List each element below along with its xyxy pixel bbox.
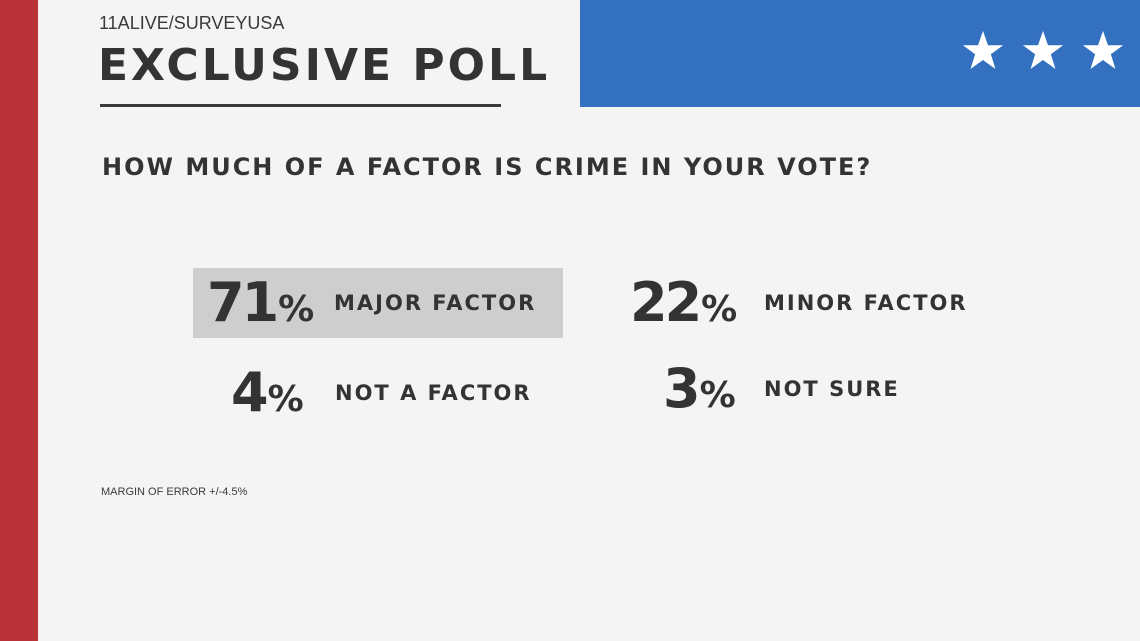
star-icon <box>1080 28 1126 74</box>
result-label: MAJOR FACTOR <box>334 291 537 315</box>
result-value: 71 <box>207 271 279 334</box>
percent-sign: % <box>701 289 738 330</box>
result-percentage: 22% <box>630 268 737 351</box>
result-value: 3 <box>663 357 701 420</box>
result-not-sure: 3% NOT SURE <box>630 354 1030 424</box>
flag-banner <box>580 0 1140 107</box>
star-icon <box>960 28 1006 74</box>
title-underline <box>100 104 501 107</box>
percent-sign: % <box>267 379 304 420</box>
result-percentage: 71% <box>207 268 314 351</box>
result-not-a-factor: 4% NOT A FACTOR <box>193 358 563 428</box>
result-label: NOT SURE <box>764 377 900 401</box>
margin-of-error: MARGIN OF ERROR +/-4.5% <box>101 486 248 498</box>
page-title: EXCLUSIVE POLL <box>98 40 551 91</box>
star-icon <box>1020 28 1066 74</box>
result-label: NOT A FACTOR <box>335 381 532 405</box>
poll-source: 11ALIVE/SURVEYUSA <box>99 13 285 33</box>
percent-sign: % <box>699 375 736 416</box>
result-major-factor: 71% MAJOR FACTOR <box>193 268 563 338</box>
result-percentage: 3% <box>663 354 736 437</box>
red-accent-bar <box>0 0 38 641</box>
result-label: MINOR FACTOR <box>764 291 968 315</box>
poll-question: HOW MUCH OF A FACTOR IS CRIME IN YOUR VO… <box>102 153 873 181</box>
result-value: 22 <box>630 271 702 334</box>
result-percentage: 4% <box>231 358 304 441</box>
result-minor-factor: 22% MINOR FACTOR <box>630 268 1030 338</box>
result-value: 4 <box>231 361 269 424</box>
percent-sign: % <box>278 289 315 330</box>
